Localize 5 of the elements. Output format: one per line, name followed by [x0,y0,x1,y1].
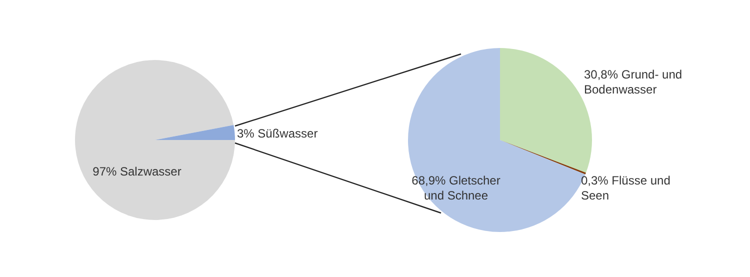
slice-label: 30,8% Grund- und Bodenwasser [584,67,682,96]
slice-label: 97% Salzwasser [92,164,182,178]
slice-label: 0,3% Flüsse und Seen [581,173,670,202]
slice-label: 3% Süßwasser [237,126,318,140]
slice-label: 68,9% Gletscher und Schnee [412,173,500,202]
